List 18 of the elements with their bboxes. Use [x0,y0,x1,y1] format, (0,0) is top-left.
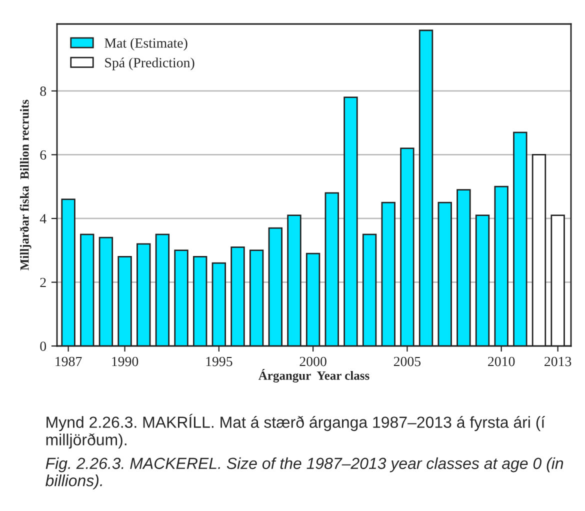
y-tick-label: 4 [40,214,46,224]
y-tick-label: 2 [40,278,46,288]
x-tick-label: 2010 [488,356,515,366]
text: Mynd 2.26.3. MAKRÍLL. Mat á stærð árganga 1987–2013 á fyrsta ári (í milljörðum). [46,414,546,449]
x-tick-label: 2005 [394,356,421,366]
legend-label: Mat (Estimate) [104,38,188,51]
x-tick-label: 2000 [300,356,326,366]
x-tick-label: 2013 [544,356,572,366]
y-axis-title: Milljarðar fiska Billion recruits [20,100,32,270]
legend-label: Spá (Prediction) [105,58,194,70]
y-tick-label: 0 [40,342,46,351]
y-tick-label: 6 [40,150,46,160]
y-tick-label: 8 [40,86,46,96]
caption: Fig. 2.26.3. MACKEREL. Size of the 1987–2013 year classes at age 0 (in billions). [46,457,564,490]
x-tick-label: 1987 [56,356,82,366]
x-tick-label: 1990 [112,356,138,366]
x-tick-label: 1995 [206,356,232,366]
x-axis-title: Árgangur Year class [258,369,370,382]
